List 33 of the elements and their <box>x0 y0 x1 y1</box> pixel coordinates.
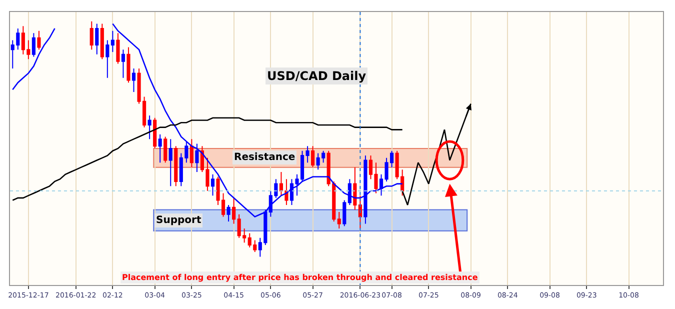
candlestick <box>116 32 120 64</box>
candlestick <box>342 200 346 227</box>
candlestick <box>168 138 172 187</box>
candlestick <box>106 40 110 78</box>
candlestick <box>190 138 194 168</box>
candlestick <box>158 134 162 164</box>
candlestick <box>195 143 199 173</box>
candlestick <box>210 174 215 196</box>
candlestick <box>132 68 136 93</box>
band-label: Resistance <box>234 152 296 163</box>
candlestick <box>279 172 283 196</box>
candlestick <box>90 20 94 50</box>
candlestick <box>174 146 178 187</box>
candlestick <box>95 23 99 55</box>
candlestick <box>148 115 152 140</box>
candlestick <box>110 30 114 53</box>
text: USD/CAD Daily <box>267 69 366 83</box>
candlestick <box>153 117 157 149</box>
candlestick <box>311 146 315 168</box>
candlestick <box>126 46 130 84</box>
band-label: Support <box>156 215 202 226</box>
candlestick <box>37 30 41 50</box>
text: Placement of long entry after price has broken through and cleared resistance <box>122 273 478 282</box>
candlestick <box>226 204 230 222</box>
candlestick <box>306 146 310 164</box>
candlestick <box>121 49 126 78</box>
candlestick <box>353 166 357 210</box>
candlestick <box>348 178 352 206</box>
candlestick <box>164 136 168 164</box>
candlestick <box>100 23 104 60</box>
candlestick <box>337 212 341 230</box>
candlestick <box>232 197 236 224</box>
candlestick <box>32 32 36 58</box>
